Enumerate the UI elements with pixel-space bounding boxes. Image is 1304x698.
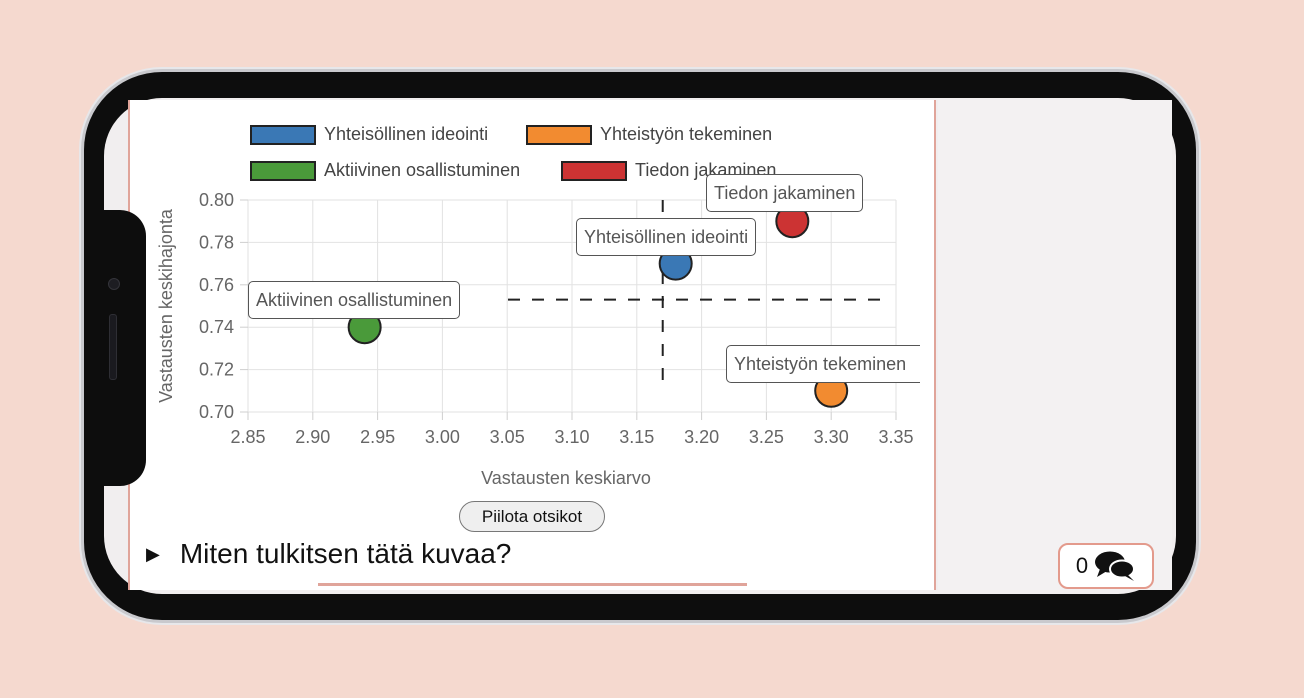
legend-label: Aktiivinen osallistuminen xyxy=(324,160,521,180)
y-tick-label: 0.70 xyxy=(199,402,234,422)
camera-icon xyxy=(108,278,120,290)
legend-item-yhteisollinen-ideointi[interactable]: Yhteisöllinen ideointi xyxy=(250,124,488,145)
x-tick-label: 3.25 xyxy=(749,427,784,447)
legend-label: Yhteistyön tekeminen xyxy=(600,124,773,144)
disclosure-triangle-icon: ▶ xyxy=(146,543,160,564)
x-tick-label: 2.95 xyxy=(360,427,395,447)
callout-yhteistyon-tekeminen: Yhteistyön tekeminen xyxy=(726,345,920,383)
y-axis-title: Vastausten keskihajonta xyxy=(156,208,176,403)
side-button-top-left xyxy=(342,68,458,74)
phone-notch xyxy=(100,210,146,486)
legend-label: Yhteisöllinen ideointi xyxy=(324,124,489,144)
callout-tiedon-jakaminen: Tiedon jakaminen xyxy=(706,174,864,212)
legend-swatch xyxy=(526,124,592,145)
right-pane xyxy=(938,100,1172,590)
disclosure-label: Miten tulkitsen tätä kuvaa? xyxy=(179,538,512,569)
side-button-top-right xyxy=(595,68,687,74)
y-tick-label: 0.78 xyxy=(199,232,234,252)
comment-count: 0 xyxy=(1075,553,1089,578)
x-tick-label: 3.30 xyxy=(814,427,849,447)
speaker-grille xyxy=(109,314,117,380)
chart-axes: 2.85 2.90 2.95 3.00 3.05 3.10 3.15 3.20 3.25 3.30… xyxy=(199,190,914,447)
legend-item-yhteistyon-tekeminen[interactable]: Yhteistyön tekeminen xyxy=(526,124,772,145)
x-tick-label: 3.00 xyxy=(425,427,460,447)
x-tick-label: 2.85 xyxy=(230,427,265,447)
hide-labels-button[interactable]: Piilota otsikot xyxy=(459,501,605,532)
legend-swatch xyxy=(561,160,627,181)
x-tick-label: 3.20 xyxy=(684,427,719,447)
comments-button[interactable]: 0 xyxy=(1058,543,1154,589)
legend-swatch xyxy=(250,124,316,145)
section-divider xyxy=(318,583,747,586)
x-tick-label: 3.10 xyxy=(554,427,589,447)
legend-swatch xyxy=(250,160,316,181)
comments-icon xyxy=(1095,551,1136,581)
x-tick-label: 2.90 xyxy=(295,427,330,447)
legend-item-aktiivinen-osallistuminen[interactable]: Aktiivinen osallistuminen xyxy=(250,160,520,181)
y-tick-label: 0.80 xyxy=(199,190,234,210)
data-points xyxy=(347,204,849,408)
y-tick-label: 0.72 xyxy=(199,360,234,380)
x-tick-label: 3.05 xyxy=(490,427,525,447)
x-tick-label: 3.35 xyxy=(878,427,913,447)
x-tick-label: 3.15 xyxy=(619,427,654,447)
y-tick-label: 0.74 xyxy=(199,317,234,337)
interpretation-disclosure[interactable]: ▶ Miten tulkitsen tätä kuvaa? xyxy=(146,538,511,570)
y-tick-label: 0.76 xyxy=(199,275,234,295)
callout-aktiivinen-osallistuminen: Aktiivinen osallistuminen xyxy=(248,281,461,319)
x-axis-title: Vastausten keskiarvo xyxy=(481,468,651,488)
callout-yhteisollinen-ideointi: Yhteisöllinen ideointi xyxy=(576,218,757,256)
